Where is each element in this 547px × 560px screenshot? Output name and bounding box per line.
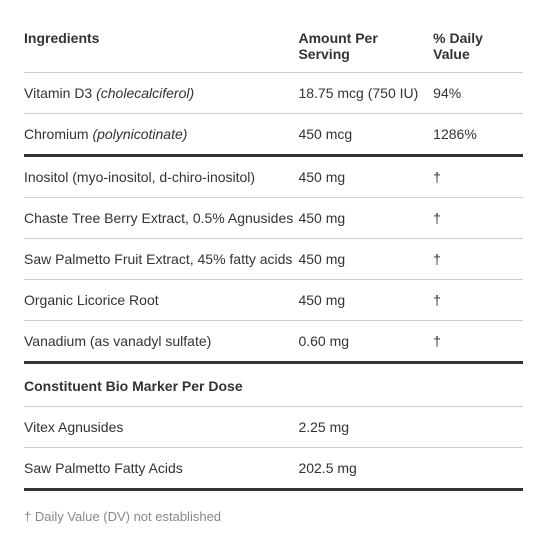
header-row: Ingredients Amount Per Serving % Daily V… xyxy=(24,20,523,73)
table-row: Chaste Tree Berry Extract, 0.5% Agnuside… xyxy=(24,198,523,239)
amount-cell: 202.5 mg xyxy=(298,448,433,490)
amount-cell: 450 mg xyxy=(298,156,433,198)
table-row: Vitamin D3 (cholecalciferol) 18.75 mcg (… xyxy=(24,73,523,114)
ingredient-cell: Vitamin D3 (cholecalciferol) xyxy=(24,73,298,114)
dv-cell: † xyxy=(433,239,523,280)
amount-cell: 450 mg xyxy=(298,239,433,280)
dv-cell: † xyxy=(433,280,523,321)
dv-cell: 94% xyxy=(433,73,523,114)
table-row: Organic Licorice Root 450 mg † xyxy=(24,280,523,321)
table-row: Chromium (polynicotinate) 450 mcg 1286% xyxy=(24,114,523,156)
ingredient-cell: Vitex Agnusides xyxy=(24,407,298,448)
table-row: Vitex Agnusides 2.25 mg xyxy=(24,407,523,448)
table-row: Saw Palmetto Fatty Acids 202.5 mg xyxy=(24,448,523,490)
amount-cell: 450 mg xyxy=(298,198,433,239)
ingredient-qualifier: (cholecalciferol) xyxy=(96,85,194,101)
ingredient-cell: Chromium (polynicotinate) xyxy=(24,114,298,156)
dv-cell: † xyxy=(433,321,523,363)
amount-cell: 2.25 mg xyxy=(298,407,433,448)
supplement-facts-table: Ingredients Amount Per Serving % Daily V… xyxy=(24,20,523,491)
ingredient-cell: Inositol (myo-inositol, d-chiro-inositol… xyxy=(24,156,298,198)
dv-cell: † xyxy=(433,198,523,239)
ingredient-name: Vitamin D3 xyxy=(24,85,96,101)
amount-cell: 0.60 mg xyxy=(298,321,433,363)
table-row: Saw Palmetto Fruit Extract, 45% fatty ac… xyxy=(24,239,523,280)
ingredient-qualifier: (polynicotinate) xyxy=(92,126,187,142)
ingredient-cell: Vanadium (as vanadyl sulfate) xyxy=(24,321,298,363)
header-ingredients: Ingredients xyxy=(24,20,298,73)
dv-cell: † xyxy=(433,156,523,198)
section-header-cell: Constituent Bio Marker Per Dose xyxy=(24,363,523,407)
table-row: Vanadium (as vanadyl sulfate) 0.60 mg † xyxy=(24,321,523,363)
footnote: † Daily Value (DV) not established xyxy=(24,509,523,524)
ingredient-cell: Organic Licorice Root xyxy=(24,280,298,321)
ingredient-cell: Saw Palmetto Fruit Extract, 45% fatty ac… xyxy=(24,239,298,280)
ingredient-cell: Saw Palmetto Fatty Acids xyxy=(24,448,298,490)
section-header-row: Constituent Bio Marker Per Dose xyxy=(24,363,523,407)
amount-cell: 450 mcg xyxy=(298,114,433,156)
amount-cell: 18.75 mcg (750 IU) xyxy=(298,73,433,114)
dv-cell xyxy=(433,448,523,490)
ingredient-cell: Chaste Tree Berry Extract, 0.5% Agnuside… xyxy=(24,198,298,239)
dv-cell: 1286% xyxy=(433,114,523,156)
amount-cell: 450 mg xyxy=(298,280,433,321)
ingredient-name: Chromium xyxy=(24,126,92,142)
header-amount: Amount Per Serving xyxy=(298,20,433,73)
header-dv: % Daily Value xyxy=(433,20,523,73)
dv-cell xyxy=(433,407,523,448)
table-row: Inositol (myo-inositol, d-chiro-inositol… xyxy=(24,156,523,198)
